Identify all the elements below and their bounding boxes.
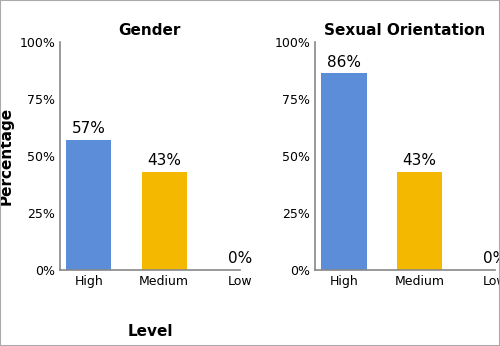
Text: Level: Level: [127, 324, 173, 339]
Text: 0%: 0%: [483, 252, 500, 266]
Text: 0%: 0%: [228, 252, 252, 266]
Text: 57%: 57%: [72, 121, 106, 136]
Title: Sexual Orientation: Sexual Orientation: [324, 22, 486, 38]
Text: 43%: 43%: [147, 153, 181, 168]
Title: Gender: Gender: [118, 22, 181, 38]
Bar: [142, 172, 187, 270]
Bar: [322, 73, 366, 270]
Bar: [66, 140, 112, 270]
Bar: [397, 172, 442, 270]
Text: 43%: 43%: [402, 153, 436, 168]
Text: 86%: 86%: [327, 55, 361, 70]
Y-axis label: Percentage: Percentage: [0, 107, 14, 205]
